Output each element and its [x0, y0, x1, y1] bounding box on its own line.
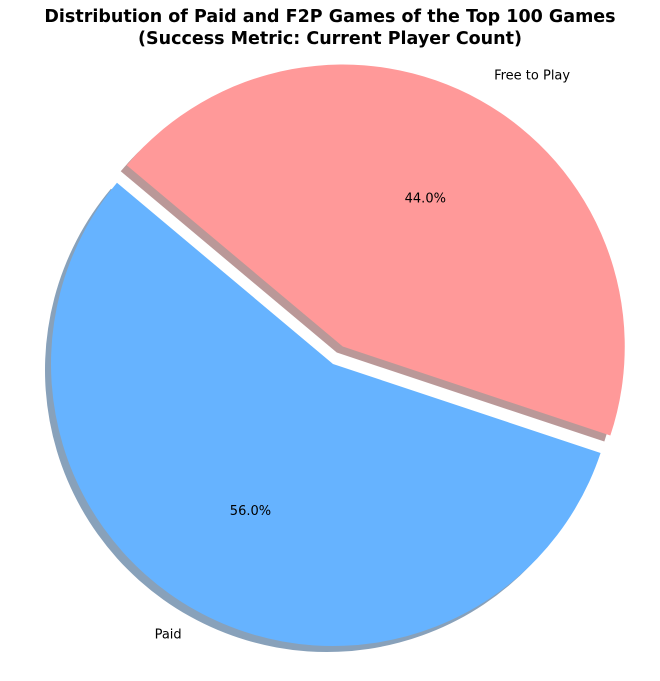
- chart-title-line-1: Distribution of Paid and F2P Games of th…: [44, 7, 616, 27]
- pie-slice-paid: [50, 182, 601, 647]
- percent-label-paid: 56.0%: [230, 504, 271, 519]
- slice-label-paid: Paid: [155, 627, 182, 642]
- chart-title: Distribution of Paid and F2P Games of th…: [0, 6, 660, 50]
- pie-slice-free-to-play: [126, 64, 625, 436]
- percent-label-free-to-play: 44.0%: [405, 191, 446, 206]
- chart-subtitle: (Success Metric: Current Player Count): [138, 29, 522, 49]
- slice-label-free-to-play: Free to Play: [494, 68, 570, 83]
- pie-slice-layer: [50, 64, 625, 647]
- pie-label-layer: Paid 56.0% Free to Play 44.0%: [155, 68, 571, 642]
